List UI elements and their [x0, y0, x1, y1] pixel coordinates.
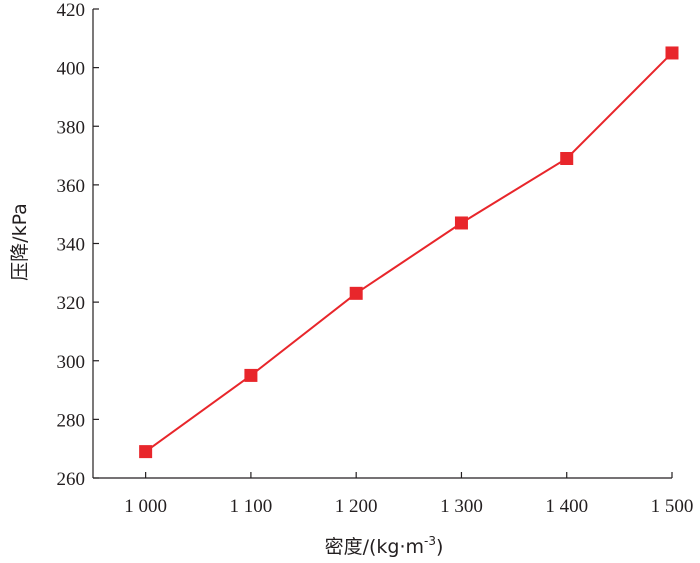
- y-tick-label: 260: [57, 469, 86, 490]
- y-tick-label: 420: [57, 0, 86, 21]
- x-axis-title-superscript: -3: [424, 534, 436, 548]
- series-line: [145, 52, 673, 453]
- data-point-marker: [244, 368, 258, 382]
- x-tick-label: 1 400: [545, 496, 588, 517]
- data-point-marker: [139, 445, 153, 459]
- y-tick-label: 340: [57, 235, 86, 256]
- x-tick-label: 1 100: [230, 496, 273, 517]
- data-point-marker: [349, 286, 363, 300]
- data-point-marker: [454, 216, 468, 230]
- chart-axes: [92, 9, 672, 479]
- y-tick-label: 380: [57, 117, 86, 138]
- x-tick-label: 1 000: [124, 496, 167, 517]
- data-point-marker: [560, 151, 574, 165]
- series-group: [139, 46, 679, 459]
- x-axis-title-close: ): [436, 536, 443, 558]
- y-tick-label: 320: [57, 293, 86, 314]
- y-tick-label: 360: [57, 176, 86, 197]
- x-axis-ticks: 1 000 1 100 1 200 1 300 1 400 1 500: [124, 472, 693, 517]
- x-axis-title-main: 密度/(kg·m: [325, 536, 424, 558]
- y-tick-label: 300: [57, 352, 86, 373]
- y-tick-label: 280: [57, 410, 86, 431]
- x-tick-label: 1 200: [335, 496, 378, 517]
- y-tick-label: 400: [57, 59, 86, 80]
- data-point-marker: [665, 46, 679, 60]
- x-tick-label: 1 500: [651, 496, 694, 517]
- x-axis-title: 密度/(kg·m-3): [325, 534, 444, 558]
- x-tick-label: 1 300: [440, 496, 483, 517]
- y-axis-ticks: 260 280 300 320 340 360 380 400 420: [57, 0, 99, 490]
- y-axis-title: 压降/kPa: [9, 203, 31, 281]
